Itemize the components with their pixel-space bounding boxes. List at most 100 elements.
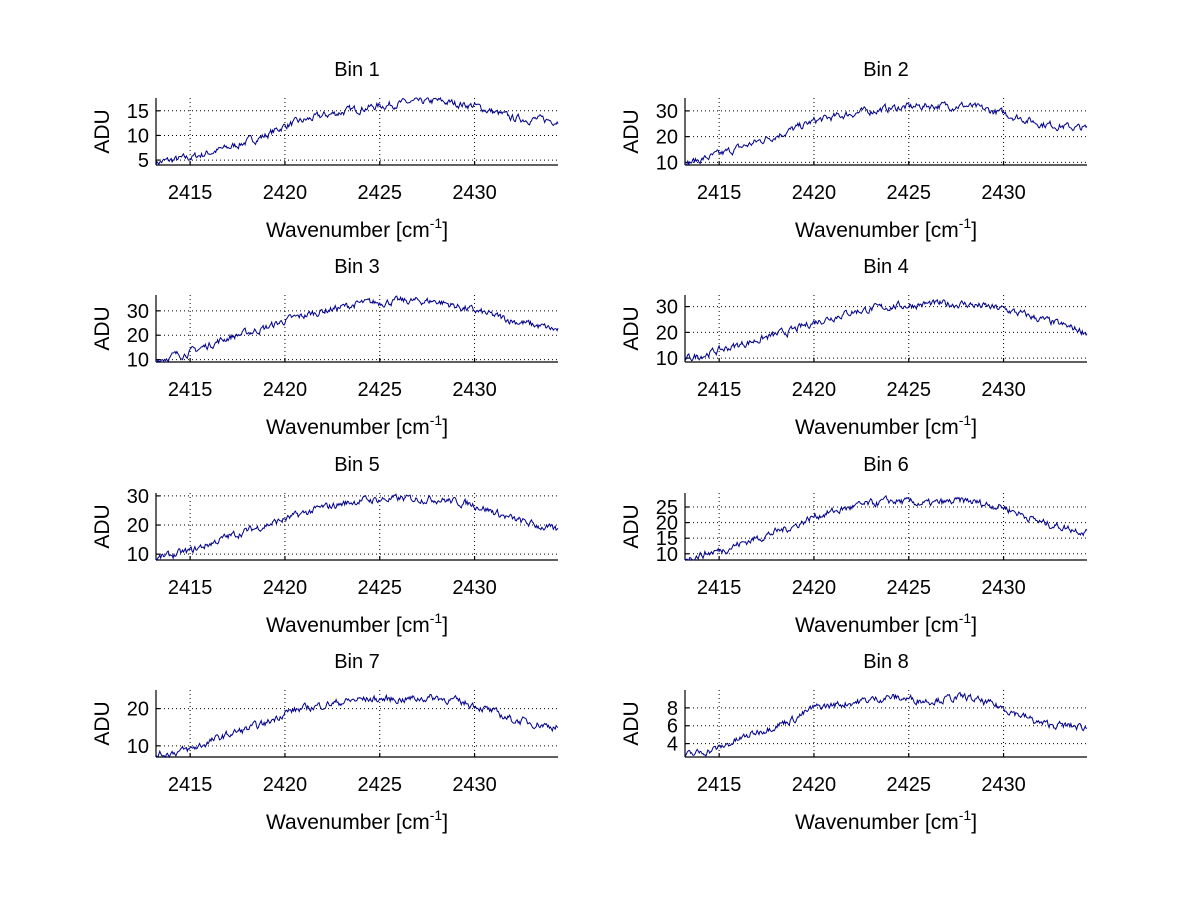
y-tick-label: 10 <box>127 736 149 758</box>
spectrum-line-bin-1 <box>155 96 559 166</box>
y-axis-label: ADU <box>620 701 643 745</box>
x-tick-label: 2420 <box>263 774 308 796</box>
y-tick-label: 4 <box>667 734 678 756</box>
y-tick-label: 20 <box>656 127 678 149</box>
x-tick-label: 2430 <box>981 577 1026 599</box>
y-axis-label: ADU <box>91 109 114 153</box>
x-tick-label: 2415 <box>168 577 213 599</box>
x-axis-label: Wavenumber [cm-1] <box>266 807 448 834</box>
x-label-end: ] <box>971 811 977 834</box>
x-tick-label: 2415 <box>697 379 742 401</box>
x-label-superscript: -1 <box>430 610 443 626</box>
y-axis-label: ADU <box>620 109 643 153</box>
x-label-end: ] <box>971 416 977 439</box>
x-tick-label: 2420 <box>263 182 308 204</box>
x-tick-label: 2425 <box>887 774 932 796</box>
x-tick-label: 2430 <box>981 182 1026 204</box>
subplot-bin-7: 2415 2420 2425 2430 10 20 Bin 7 Wavenumber [cm-… <box>91 651 559 834</box>
subplot-bin-2: 2415 2420 2425 2430 10 20 30 Bin 2 Wavenumber [c… <box>620 59 1088 242</box>
y-tick-label: 10 <box>127 350 149 372</box>
y-tick-label: 30 <box>127 486 149 508</box>
x-tick-label: 2420 <box>792 379 837 401</box>
x-tick-label: 2425 <box>358 774 403 796</box>
y-axis-label: ADU <box>620 306 643 350</box>
x-label-end: ] <box>442 219 448 242</box>
x-axis-label: Wavenumber [cm-1] <box>795 412 977 439</box>
x-tick-label: 2425 <box>887 379 932 401</box>
subplot-title: Bin 5 <box>334 454 380 476</box>
subplot-title: Bin 4 <box>863 256 909 278</box>
x-tick-label: 2425 <box>358 182 403 204</box>
y-axis-label: ADU <box>620 504 643 548</box>
x-label-end: ] <box>442 416 448 439</box>
x-label-end: ] <box>971 219 977 242</box>
x-tick-label: 2425 <box>887 577 932 599</box>
x-tick-label: 2415 <box>697 774 742 796</box>
subplot-bin-8: 2415 2420 2425 2430 468 Bin 8 Wavenumber [cm-1… <box>620 651 1087 834</box>
y-tick-label: 20 <box>656 513 678 535</box>
x-tick-label: 2415 <box>697 182 742 204</box>
y-tick-label: 20 <box>127 515 149 537</box>
x-label-superscript: -1 <box>959 610 972 626</box>
y-tick-label: 10 <box>656 348 678 370</box>
x-tick-label: 2430 <box>981 774 1026 796</box>
y-axis-label: ADU <box>91 306 114 350</box>
x-label-end: ] <box>442 614 448 637</box>
x-axis-label: Wavenumber [cm-1] <box>795 215 977 242</box>
x-tick-label: 2420 <box>263 577 308 599</box>
x-tick-label: 2415 <box>697 577 742 599</box>
x-tick-label: 2420 <box>792 182 837 204</box>
subplot-title: Bin 8 <box>863 651 909 673</box>
x-tick-label: 2420 <box>792 774 837 796</box>
spectrum-line-bin-3 <box>155 295 559 364</box>
x-tick-label: 2430 <box>452 774 497 796</box>
y-tick-label: 5 <box>138 150 149 172</box>
x-axis-label: Wavenumber [cm-1] <box>266 610 448 637</box>
y-tick-label: 20 <box>656 322 678 344</box>
x-axis-label: Wavenumber [cm-1] <box>795 807 977 834</box>
y-tick-label: 10 <box>127 125 149 147</box>
x-tick-label: 2430 <box>981 379 1026 401</box>
x-tick-label: 2420 <box>792 577 837 599</box>
x-label-superscript: -1 <box>959 412 972 428</box>
subplot-bin-4: 2415 2420 2425 2430 10 20 30 Bin 4 Wavenumber [c… <box>620 256 1088 439</box>
x-label-superscript: -1 <box>430 807 443 823</box>
x-label-superscript: -1 <box>959 215 972 231</box>
y-tick-label: 30 <box>656 101 678 123</box>
y-axis-label: ADU <box>91 504 114 548</box>
y-tick-label: 15 <box>656 528 678 550</box>
x-tick-label: 2415 <box>168 379 213 401</box>
spectrum-line-bin-2 <box>685 101 1088 166</box>
y-axis-label: ADU <box>91 701 114 745</box>
subplot-bin-5: 2415 2420 2425 2430 10 20 30 Bin 5 Wavenumber [c… <box>91 454 559 637</box>
subplot-title: Bin 2 <box>863 59 909 81</box>
x-axis-label: Wavenumber [cm-1] <box>795 610 977 637</box>
x-axis-label: Wavenumber [cm-1] <box>266 412 448 439</box>
spectrum-line-bin-7 <box>155 693 559 759</box>
x-tick-label: 2430 <box>452 182 497 204</box>
y-tick-label: 10 <box>127 544 149 566</box>
x-tick-label: 2420 <box>263 379 308 401</box>
subplot-title: Bin 7 <box>334 651 380 673</box>
y-tick-label: 10 <box>656 544 678 566</box>
y-tick-label: 20 <box>127 699 149 721</box>
x-label-superscript: -1 <box>430 412 443 428</box>
spectrum-line-bin-8 <box>684 691 1087 758</box>
x-label-text: Wavenumber [cm <box>795 811 959 834</box>
spectrum-line-bin-4 <box>684 298 1088 362</box>
y-tick-label: 8 <box>667 698 678 720</box>
x-label-superscript: -1 <box>430 215 443 231</box>
y-tick-label: 30 <box>656 297 678 319</box>
x-label-end: ] <box>971 614 977 637</box>
x-label-text: Wavenumber [cm <box>795 614 959 637</box>
spectrum-line-bin-5 <box>155 493 559 562</box>
y-tick-label: 20 <box>127 325 149 347</box>
subplot-title: Bin 1 <box>334 59 380 81</box>
x-label-text: Wavenumber [cm <box>266 614 430 637</box>
y-tick-label: 10 <box>656 152 678 174</box>
x-label-text: Wavenumber [cm <box>795 219 959 242</box>
x-label-text: Wavenumber [cm <box>266 219 430 242</box>
